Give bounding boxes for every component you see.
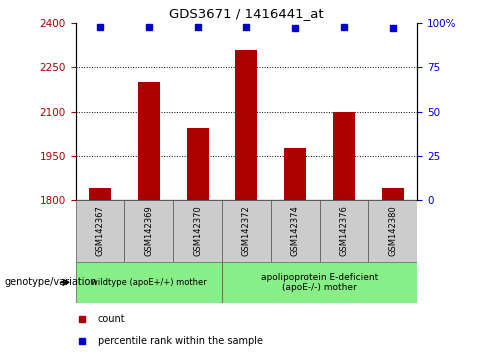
- Bar: [320, 200, 368, 262]
- Text: GSM142372: GSM142372: [242, 206, 251, 256]
- Bar: [236, 50, 258, 200]
- Bar: [89, 188, 111, 200]
- Text: genotype/variation: genotype/variation: [5, 277, 98, 287]
- Text: wildtype (apoE+/+) mother: wildtype (apoE+/+) mother: [91, 278, 207, 287]
- Text: GSM142367: GSM142367: [96, 206, 104, 256]
- Text: GSM142376: GSM142376: [340, 206, 348, 256]
- Bar: [124, 200, 173, 262]
- Title: GDS3671 / 1416441_at: GDS3671 / 1416441_at: [169, 7, 324, 21]
- Bar: [173, 200, 222, 262]
- Text: GSM142369: GSM142369: [144, 206, 153, 256]
- Bar: [368, 200, 417, 262]
- Text: GSM142380: GSM142380: [388, 206, 397, 256]
- Text: count: count: [98, 314, 125, 324]
- Bar: [138, 82, 160, 200]
- Text: GSM142374: GSM142374: [291, 206, 300, 256]
- Text: percentile rank within the sample: percentile rank within the sample: [98, 336, 263, 346]
- Bar: [285, 148, 306, 200]
- Bar: [222, 262, 417, 303]
- Bar: [76, 262, 222, 303]
- Text: apolipoprotein E-deficient
(apoE-/-) mother: apolipoprotein E-deficient (apoE-/-) mot…: [261, 273, 378, 292]
- Text: GSM142370: GSM142370: [193, 206, 202, 256]
- Bar: [382, 188, 404, 200]
- Bar: [271, 200, 320, 262]
- Bar: [187, 128, 209, 200]
- Bar: [222, 200, 271, 262]
- Bar: [76, 200, 124, 262]
- Bar: [333, 112, 355, 200]
